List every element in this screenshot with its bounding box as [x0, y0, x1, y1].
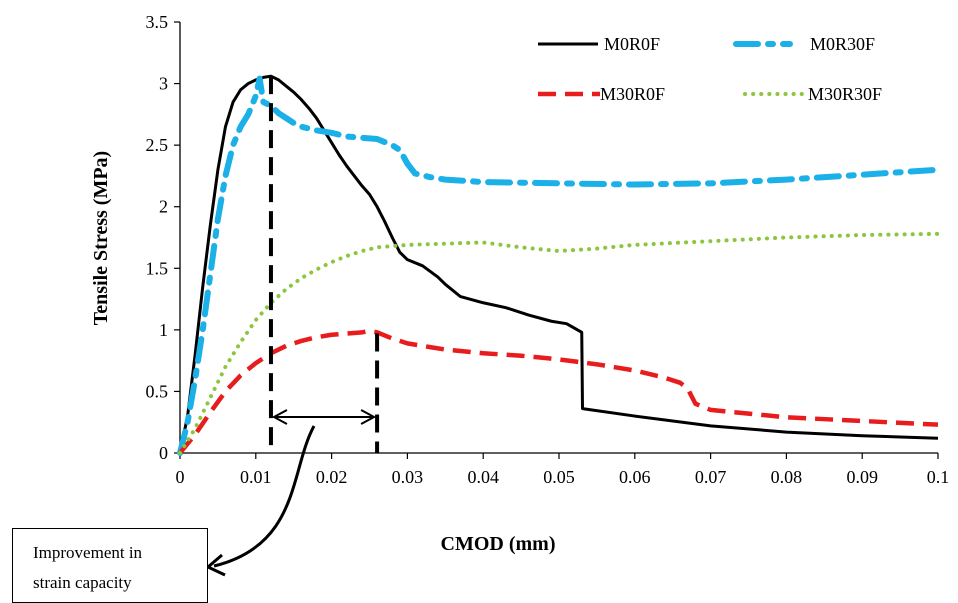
arrow-head-right	[360, 409, 377, 425]
chart-series	[177, 74, 941, 456]
x-axis-title: CMOD (mm)	[441, 533, 556, 555]
chart-legend: M0R0F M0R30F M30R0F M30R30F	[538, 34, 882, 104]
arrow-head-left	[271, 409, 288, 425]
legend-label-m0r0f: M0R0F	[604, 34, 660, 54]
y-tick-label: 0.5	[146, 381, 169, 401]
series-line-m0r0f	[178, 74, 939, 454]
legend-label-m0r30f: M0R30F	[810, 34, 875, 54]
series-line-m30r30f	[178, 231, 940, 455]
x-tick-label: 0.01	[240, 467, 272, 487]
y-tick-label: 2.5	[146, 135, 169, 155]
x-tick-label: 0.02	[316, 467, 348, 487]
x-tick-label: 0.03	[392, 467, 424, 487]
strain-capacity-markers	[205, 76, 380, 577]
legend-label-m30r30f: M30R30F	[808, 84, 882, 104]
x-tick-label: 0.07	[695, 467, 727, 487]
x-tick-label: 0.08	[771, 467, 803, 487]
annotation-line-1: Improvement in	[33, 543, 143, 562]
series-line-m30r0f	[178, 328, 939, 455]
x-tick-label: 0.05	[543, 467, 575, 487]
y-tick-label: 3	[159, 74, 168, 94]
annotation-pointer-curve	[213, 425, 316, 568]
x-tick-label: 0.06	[619, 467, 651, 487]
y-tick-label: 3.5	[146, 12, 169, 32]
y-axis-title: Tensile Stress (MPa)	[90, 151, 112, 325]
x-tick-label: 0	[176, 467, 185, 487]
y-tick-label: 0	[159, 443, 168, 463]
series-line-m0r30f	[177, 75, 941, 456]
y-tick-label: 2	[159, 197, 168, 217]
annotation-box: Improvement in strain capacity	[12, 528, 208, 603]
y-tick-label: 1	[159, 320, 168, 340]
x-tick-label: 0.04	[467, 467, 499, 487]
legend-label-m30r0f: M30R0F	[600, 84, 665, 104]
annotation-pointer-head	[205, 553, 226, 577]
x-tick-label: 0.09	[846, 467, 878, 487]
y-tick-label: 1.5	[146, 258, 169, 278]
x-tick-label: 0.1	[927, 467, 950, 487]
annotation-line-2: strain capacity	[33, 573, 132, 592]
chart-ticks: 0 0.01 0.02 0.03 0.04 0.05 0.06 0.07 0.08 0.09 0.1…	[146, 12, 950, 487]
